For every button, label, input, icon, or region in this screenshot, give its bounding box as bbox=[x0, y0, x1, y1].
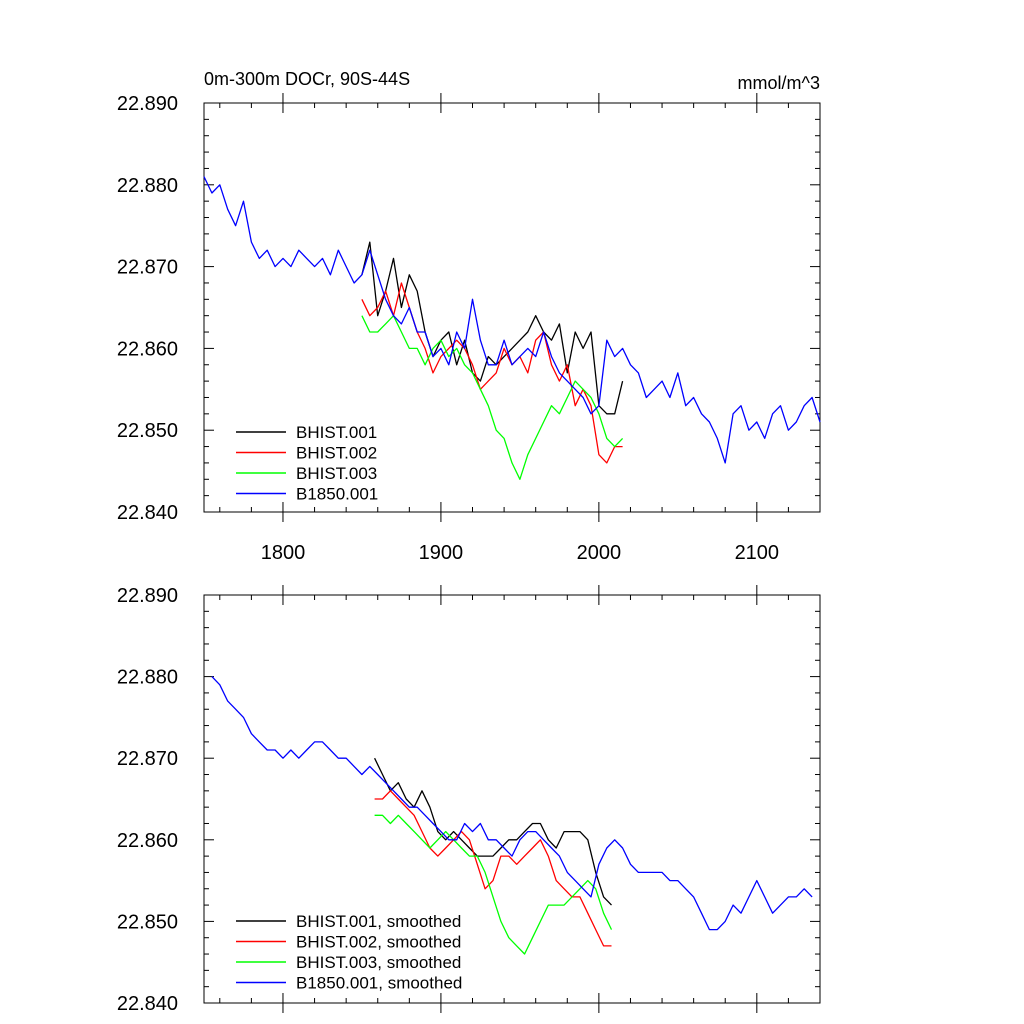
y-tick-label: 22.850 bbox=[117, 911, 178, 933]
y-tick-label: 22.880 bbox=[117, 175, 178, 197]
legend-label: B1850.001, smoothed bbox=[296, 974, 462, 993]
x-tick-label: 1800 bbox=[261, 542, 306, 564]
series-line bbox=[211, 676, 813, 931]
y-tick-label: 22.890 bbox=[117, 585, 178, 607]
top-panel: 22.840 22.850 22.860 22.870 22.880 22.890 1800… bbox=[117, 69, 821, 564]
series-line bbox=[374, 757, 612, 906]
plot-frame bbox=[203, 594, 821, 1004]
series-line bbox=[361, 315, 624, 480]
y-tick-label: 22.880 bbox=[117, 667, 178, 689]
x-tick-label: 1900 bbox=[419, 542, 464, 564]
x-tick-label: 2000 bbox=[577, 542, 622, 564]
series-line bbox=[203, 176, 821, 464]
legend-label: BHIST.001, smoothed bbox=[296, 912, 461, 931]
y-tick-label: 22.840 bbox=[117, 502, 178, 524]
y-tick-label: 22.890 bbox=[117, 93, 178, 115]
bottom-panel: 22.840 22.850 22.860 22.870 22.880 22.890 BHIS… bbox=[117, 585, 821, 1015]
legend-label: B1850.001 bbox=[296, 485, 378, 504]
y-tick-label: 22.870 bbox=[117, 748, 178, 770]
y-tick-label: 22.860 bbox=[117, 338, 178, 360]
series-line bbox=[361, 282, 623, 464]
y-tick-label: 22.870 bbox=[117, 257, 178, 279]
legend-label: BHIST.002 bbox=[296, 444, 377, 463]
x-tick-label: 2100 bbox=[735, 542, 780, 564]
y-tick-label: 22.840 bbox=[117, 993, 178, 1015]
plot-frame bbox=[203, 102, 821, 513]
chart-units: mmol/m^3 bbox=[738, 73, 820, 93]
series-line bbox=[374, 814, 613, 955]
legend-label: BHIST.003, smoothed bbox=[296, 953, 461, 972]
legend-label: BHIST.001 bbox=[296, 423, 377, 442]
legend-label: BHIST.003 bbox=[296, 464, 377, 483]
y-tick-label: 22.850 bbox=[117, 420, 178, 442]
chart-title: 0m-300m DOCr, 90S-44S bbox=[204, 69, 410, 89]
series-line bbox=[361, 241, 624, 415]
y-tick-label: 22.860 bbox=[117, 830, 178, 852]
legend-label: BHIST.002, smoothed bbox=[296, 933, 461, 952]
